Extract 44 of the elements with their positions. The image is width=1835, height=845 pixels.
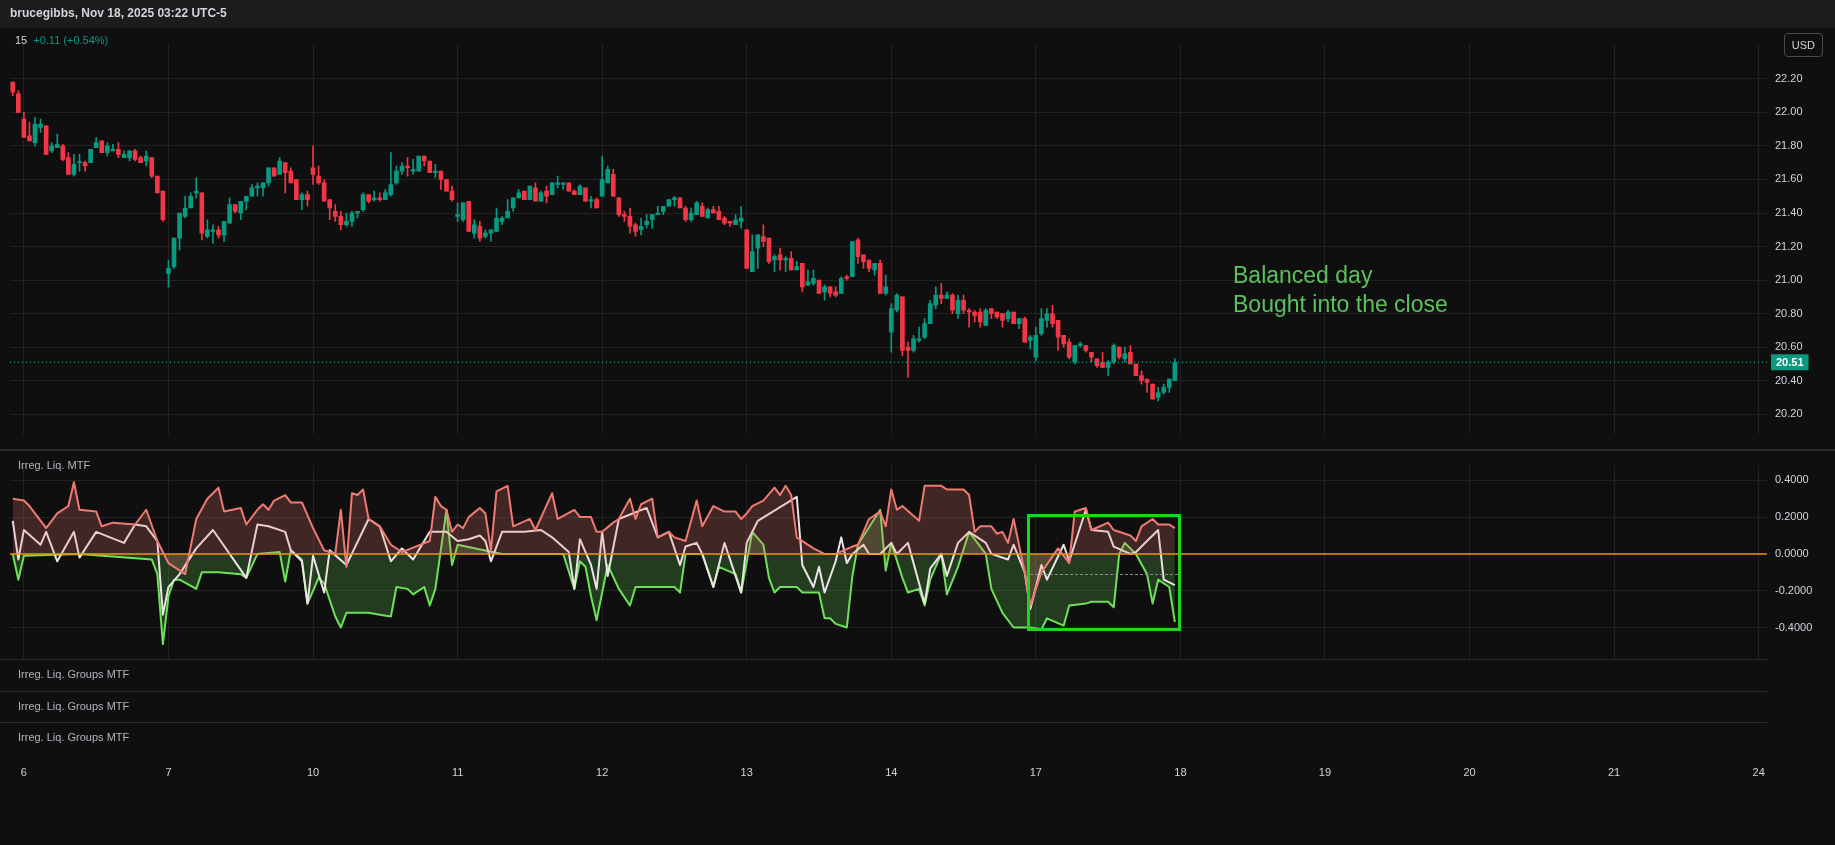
y-tick-label: 20.80: [1775, 306, 1803, 319]
y-tick-label: 0.4000: [1775, 473, 1809, 486]
y-tick-label: 0.0000: [1775, 546, 1809, 559]
annotation: Balanced day Bought into the close: [1233, 261, 1448, 319]
y-tick-label: 22.20: [1775, 71, 1803, 84]
y-tick-label: 22.00: [1775, 105, 1803, 118]
x-tick-label: 6: [20, 765, 27, 778]
y-tick-label: 21.40: [1775, 206, 1803, 219]
y-tick-label: 0.2000: [1775, 510, 1809, 523]
text: brucegibbs, Nov 18, 2025 03:22 UTC-5: [10, 6, 227, 20]
y-tick-label: 20.20: [1775, 407, 1803, 420]
candlestick: [193, 177, 199, 199]
candlestick: [310, 145, 316, 185]
x-tick-label: 12: [596, 765, 609, 778]
text: Irreg. Liq. Groups MTF: [18, 731, 130, 743]
y-tick-label: 21.80: [1775, 138, 1803, 151]
x-tick-label: 18: [1174, 765, 1187, 778]
x-tick-label: 11: [451, 765, 464, 778]
chart-title: 15: [15, 34, 28, 46]
text: Irreg. Liq. Groups MTF: [18, 700, 130, 712]
candlestick: [371, 190, 377, 202]
y-tick-label: 20.40: [1775, 373, 1803, 386]
x-tick-label: 7: [165, 765, 172, 778]
y-tick-label: -0.4000: [1775, 620, 1813, 633]
candlestick: [377, 192, 383, 202]
y-tick-label: -0.2000: [1775, 583, 1813, 596]
x-tick-label: 10: [306, 765, 320, 778]
y-tick-label: 21.60: [1775, 172, 1803, 185]
x-tick-label: 14: [885, 765, 898, 778]
x-tick-label: 17: [1029, 765, 1042, 778]
y-tick-label: 20.60: [1775, 340, 1803, 353]
ref-line-label: 20.51: [1776, 356, 1804, 369]
x-tick-label: 24: [1752, 765, 1765, 778]
text: USD: [1783, 33, 1823, 57]
x-tick-label: 20: [1463, 765, 1476, 778]
annotation: +0.11 (+0.54%): [33, 34, 109, 46]
y-tick-label: 21.00: [1775, 273, 1803, 286]
x-tick-label: 13: [740, 765, 753, 778]
text: Irreg. Liq. Groups MTF: [18, 668, 130, 680]
chart-title: Irreg. Liq. MTF: [18, 459, 91, 471]
candlestick: [938, 283, 944, 304]
x-tick-label: 21: [1607, 765, 1621, 778]
y-tick-label: 21.20: [1775, 239, 1803, 252]
x-tick-label: 19: [1318, 765, 1332, 778]
